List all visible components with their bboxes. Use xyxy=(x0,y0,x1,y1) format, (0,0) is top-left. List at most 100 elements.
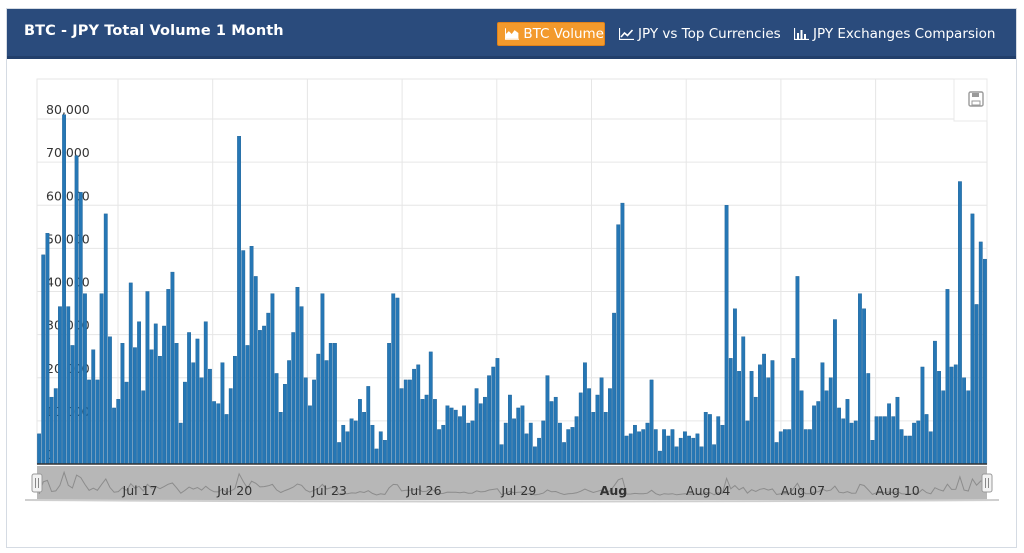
tab-jpy-vs-top-currencies-label: JPY vs Top Currencies xyxy=(638,26,781,42)
bar xyxy=(678,437,683,465)
bar xyxy=(566,429,571,465)
bar xyxy=(874,416,879,465)
bar xyxy=(508,394,512,465)
line-chart-icon xyxy=(619,28,634,40)
y-tick-label: 80,000 xyxy=(46,102,90,117)
bar xyxy=(537,437,542,465)
x-tick-label: Jul 26 xyxy=(406,483,442,498)
bar xyxy=(978,241,983,465)
bar xyxy=(358,399,362,465)
bar xyxy=(299,306,304,465)
range-navigator[interactable] xyxy=(24,466,1000,503)
navigator-scrollbar[interactable] xyxy=(24,499,1000,503)
bar xyxy=(983,258,987,465)
bar xyxy=(253,276,258,465)
bar xyxy=(974,304,979,465)
bar xyxy=(249,246,254,465)
bar xyxy=(920,366,925,465)
bar xyxy=(216,403,221,465)
bar xyxy=(753,396,758,465)
bar xyxy=(687,435,692,465)
bar xyxy=(491,366,496,465)
bar xyxy=(108,336,112,465)
bar xyxy=(470,420,475,465)
bar xyxy=(395,297,400,465)
bar xyxy=(499,444,504,465)
bar xyxy=(220,362,225,465)
bar xyxy=(399,388,404,465)
bar xyxy=(653,429,658,465)
bar xyxy=(366,386,371,465)
bar xyxy=(149,349,154,465)
bar xyxy=(520,405,525,465)
bar xyxy=(849,422,854,465)
bar xyxy=(466,422,471,465)
bar xyxy=(970,213,975,465)
bar xyxy=(628,433,633,465)
bar xyxy=(816,401,821,465)
bar xyxy=(595,394,600,465)
bar xyxy=(303,377,308,465)
bar xyxy=(833,319,837,465)
bar xyxy=(870,440,875,465)
y-tick-label: 60,000 xyxy=(46,188,90,203)
tab-jpy-exchanges-comparison[interactable]: JPY Exchanges Comparsion xyxy=(794,22,995,46)
bar xyxy=(658,450,662,465)
x-tick-label: Aug 10 xyxy=(875,483,919,498)
bar xyxy=(228,388,233,465)
bar xyxy=(333,343,337,465)
tab-btc-volume-label: BTC Volume xyxy=(523,26,604,42)
bar xyxy=(362,412,367,465)
bar xyxy=(641,429,646,465)
bar xyxy=(770,360,775,465)
navigator-handle-left[interactable] xyxy=(31,473,43,493)
bar xyxy=(266,312,271,465)
chart-grid xyxy=(36,78,988,465)
bar xyxy=(695,433,700,465)
bar xyxy=(241,250,246,465)
bar xyxy=(391,293,396,465)
bar xyxy=(53,388,58,465)
bar xyxy=(583,362,587,465)
bar xyxy=(516,407,521,465)
bar xyxy=(562,442,567,465)
x-tick-label: Aug xyxy=(600,483,628,498)
bar xyxy=(483,396,487,465)
tab-btc-volume[interactable]: BTC Volume xyxy=(497,22,605,46)
export-menu-button[interactable] xyxy=(953,78,988,122)
bar xyxy=(620,202,625,465)
bar xyxy=(533,446,537,465)
bar-series xyxy=(37,114,987,465)
tab-jpy-vs-top-currencies[interactable]: JPY vs Top Currencies xyxy=(619,22,781,46)
x-tick-label: Jul 20 xyxy=(216,483,252,498)
bar xyxy=(320,293,325,465)
navigator-handle-right[interactable] xyxy=(981,473,993,493)
bar xyxy=(608,388,612,465)
bar xyxy=(120,343,125,465)
bar xyxy=(283,384,287,465)
bar xyxy=(558,422,562,465)
bar xyxy=(733,308,737,465)
bar xyxy=(545,375,550,465)
bar xyxy=(345,431,350,465)
bar xyxy=(699,446,704,465)
y-tick-label: 40,000 xyxy=(46,275,90,290)
bar xyxy=(462,405,467,465)
bar xyxy=(349,418,354,465)
bar xyxy=(553,396,558,465)
bar xyxy=(474,388,479,465)
bar xyxy=(66,306,71,465)
bar xyxy=(858,293,862,465)
bar xyxy=(808,429,812,465)
x-tick-label: Jul 29 xyxy=(500,483,536,498)
bar xyxy=(495,358,500,465)
bar xyxy=(737,371,742,465)
bar xyxy=(708,414,712,465)
bar xyxy=(137,321,142,465)
bar xyxy=(128,282,133,465)
handle-body xyxy=(31,473,43,493)
bar xyxy=(895,396,900,465)
bar xyxy=(949,366,954,465)
bar xyxy=(287,360,292,465)
bar xyxy=(133,347,137,465)
